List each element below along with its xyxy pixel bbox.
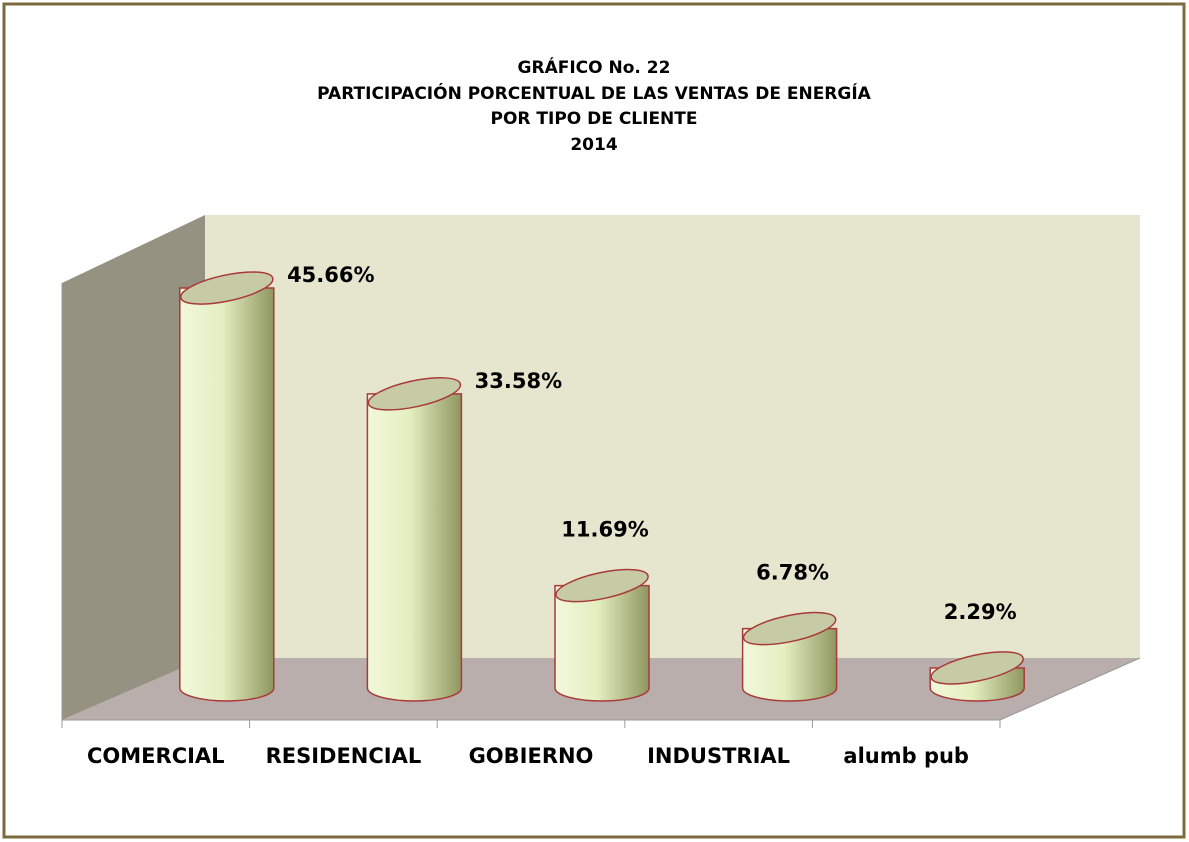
x-tick-label: RESIDENCIAL bbox=[266, 744, 422, 768]
x-tick-label: COMERCIAL bbox=[87, 744, 225, 768]
value-label: 11.69% bbox=[561, 518, 648, 542]
bar-top bbox=[179, 271, 274, 305]
value-label: 2.29% bbox=[944, 600, 1017, 624]
bar bbox=[929, 651, 1025, 702]
x-tick-label: GOBIERNO bbox=[469, 744, 594, 768]
bar-body bbox=[366, 393, 463, 702]
bar bbox=[179, 271, 275, 702]
bar bbox=[741, 611, 838, 702]
value-label: 45.66% bbox=[287, 263, 374, 287]
value-label: 6.78% bbox=[756, 561, 829, 585]
value-label: 33.58% bbox=[475, 369, 562, 393]
x-tick-label: alumb pub bbox=[843, 744, 969, 768]
floor-edge bbox=[999, 657, 1141, 721]
bar-top bbox=[367, 377, 462, 411]
bar-top bbox=[930, 651, 1025, 685]
bar bbox=[366, 377, 463, 702]
bar-body bbox=[554, 584, 650, 702]
x-tick-label: INDUSTRIAL bbox=[647, 744, 790, 768]
bar-top bbox=[555, 568, 649, 603]
chart-title: POR TIPO DE CLIENTE bbox=[491, 109, 698, 129]
bar-body bbox=[179, 287, 275, 702]
bar-top bbox=[742, 611, 837, 646]
chart-title: GRÁFICO No. 22 bbox=[518, 56, 671, 78]
side-wall bbox=[62, 215, 205, 720]
chart-title: PARTICIPACIÓN PORCENTUAL DE LAS VENTAS D… bbox=[317, 82, 872, 104]
bar-body bbox=[741, 627, 838, 702]
bar bbox=[554, 568, 650, 702]
chart-title: 2014 bbox=[570, 135, 617, 155]
